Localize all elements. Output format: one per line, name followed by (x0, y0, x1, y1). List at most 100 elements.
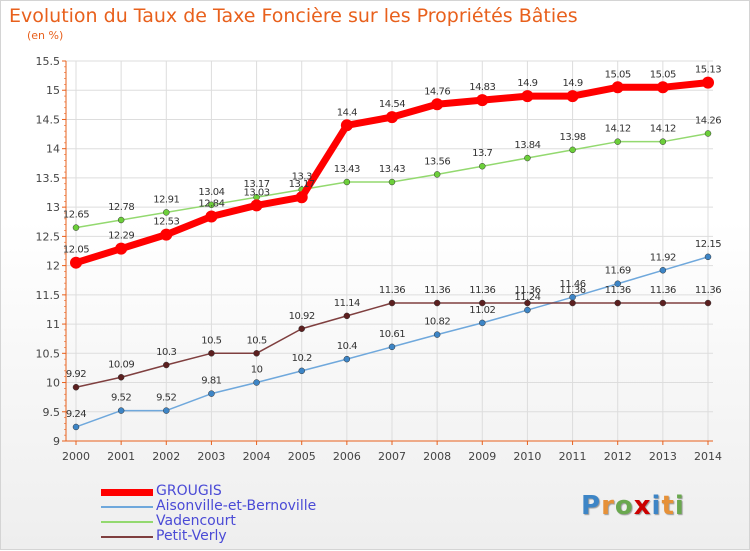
data-point (569, 146, 576, 154)
data-point (253, 350, 260, 357)
data-label: 13.17 (289, 179, 315, 190)
data-label: 10.3 (156, 347, 176, 358)
data-label: 11.14 (334, 298, 360, 309)
data-label: 13.84 (514, 140, 540, 151)
data-label: 10.61 (379, 329, 405, 340)
data-label: 11.69 (605, 266, 631, 277)
data-label: 13.43 (334, 164, 360, 175)
data-point (388, 343, 396, 351)
data-label: 13.17 (244, 179, 270, 190)
data-point (433, 299, 441, 307)
data-point (614, 138, 621, 145)
x-tick-label: 2007 (378, 450, 406, 463)
data-point (70, 256, 82, 269)
data-label: 10.5 (201, 335, 221, 346)
data-label: 12.29 (108, 231, 134, 242)
x-tick-label: 2003 (197, 450, 225, 463)
data-point (72, 423, 80, 431)
y-tick-label: 12 (46, 260, 60, 273)
data-label: 11.36 (605, 285, 631, 296)
data-label: 12.65 (63, 210, 89, 221)
data-point (479, 299, 486, 307)
data-label: 11.36 (695, 285, 721, 296)
legend-label: Petit-Verly (156, 528, 227, 544)
data-label: 15.05 (605, 69, 631, 80)
data-point (524, 299, 531, 307)
data-label: 10.5 (246, 335, 266, 346)
data-label: 14.76 (424, 86, 450, 97)
data-point (614, 299, 621, 307)
data-point (431, 98, 444, 111)
y-tick-label: 13.5 (36, 172, 61, 185)
data-point (476, 94, 489, 107)
data-point (524, 306, 531, 314)
data-label: 14.26 (695, 115, 721, 126)
x-tick-label: 2009 (468, 450, 496, 463)
data-label: 11.24 (514, 292, 540, 303)
data-point (614, 280, 621, 287)
data-point (702, 76, 714, 89)
data-point (163, 407, 170, 414)
x-tick-label: 2001 (107, 450, 135, 463)
data-point (117, 374, 125, 381)
legend-swatch (101, 536, 153, 538)
data-label: 14.9 (517, 78, 537, 89)
data-point (117, 407, 125, 414)
data-point (433, 331, 441, 338)
logo-letter: t (661, 491, 675, 521)
data-label: 11.36 (514, 285, 540, 296)
data-label: 9.92 (66, 369, 86, 380)
data-label: 14.9 (562, 78, 582, 89)
data-label: 10.09 (108, 359, 134, 370)
grid-lines (66, 60, 713, 442)
data-label: 14.4 (337, 107, 357, 118)
y-tick-label: 10 (46, 377, 60, 390)
data-point (343, 312, 351, 320)
data-label: 13.7 (472, 148, 492, 159)
x-tick-label: 2008 (423, 450, 451, 463)
data-point (479, 319, 486, 327)
logo-letter: x (633, 491, 652, 521)
data-point (569, 299, 576, 307)
data-point (388, 299, 396, 307)
data-point (160, 228, 173, 241)
y-tick-label: 11.5 (36, 289, 61, 302)
chart-title: Evolution du Taux de Taxe Foncière sur l… (9, 5, 578, 27)
data-point (343, 178, 351, 186)
legend-label: Vadencourt (156, 513, 236, 529)
data-label: 9.52 (156, 393, 176, 404)
proxiti-logo: Proxiti (581, 491, 685, 521)
y-tick-label: 11 (46, 318, 60, 331)
data-label: 9.24 (66, 409, 86, 420)
chart-subtitle: (en %) (27, 29, 64, 42)
x-tick-label: 2000 (62, 450, 90, 463)
data-label: 12.91 (153, 194, 179, 205)
data-point (253, 379, 260, 386)
data-point (208, 390, 215, 397)
data-label: 12.78 (108, 202, 134, 213)
x-tick-label: 2014 (694, 450, 722, 463)
y-tick-label: 13 (46, 201, 60, 214)
data-label: 13.98 (560, 132, 586, 143)
data-label: 12.15 (695, 239, 721, 250)
data-label: 11.36 (650, 285, 676, 296)
legend-swatch (101, 521, 153, 523)
data-point (704, 299, 712, 307)
x-tick-label: 2012 (604, 450, 632, 463)
data-label: 10.2 (292, 353, 312, 364)
data-label: 9.81 (201, 376, 221, 387)
y-tick-label: 10.5 (36, 347, 61, 360)
data-point (611, 81, 624, 94)
data-point (659, 138, 667, 145)
data-point (340, 119, 353, 132)
y-tick-label: 14.5 (36, 113, 61, 126)
data-label: 11.02 (469, 305, 495, 316)
data-point (163, 209, 170, 216)
data-label: 11.36 (424, 285, 450, 296)
data-point (343, 355, 351, 363)
data-label: 10.4 (337, 341, 357, 352)
logo-letter: i (651, 491, 662, 521)
x-tick-label: 2010 (513, 450, 541, 463)
data-point (521, 90, 534, 103)
